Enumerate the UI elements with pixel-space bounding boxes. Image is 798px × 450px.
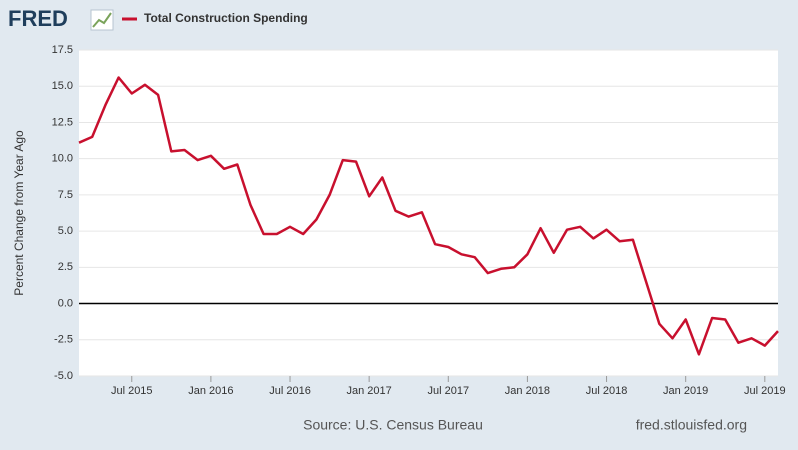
legend-label: Total Construction Spending (144, 11, 308, 25)
x-tick-label: Jul 2019 (744, 385, 786, 397)
x-tick-label: Jan 2018 (505, 385, 550, 397)
y-tick-label: 0.0 (58, 297, 73, 309)
x-tick-label: Jul 2016 (269, 385, 311, 397)
y-tick-label: 2.5 (58, 261, 73, 273)
x-tick-label: Jul 2018 (586, 385, 628, 397)
x-tick-label: Jan 2016 (188, 385, 233, 397)
y-tick-label: 7.5 (58, 189, 73, 201)
data-line (78, 76, 779, 356)
y-tick-label: 17.5 (52, 44, 73, 56)
plot-area (79, 50, 778, 376)
brand-logo: FRED (8, 6, 68, 31)
logo-icon (90, 9, 114, 31)
y-tick-label: -5.0 (54, 370, 73, 382)
site: fred.stlouisfed.org (636, 417, 747, 433)
y-axis-label: Percent Change from Year Ago (12, 130, 26, 296)
x-tick-label: Jan 2017 (347, 385, 392, 397)
x-tick-label: Jul 2017 (427, 385, 469, 397)
source: Source: U.S. Census Bureau (303, 417, 483, 433)
y-tick-label: 12.5 (52, 116, 73, 128)
x-tick-label: Jul 2015 (111, 385, 153, 397)
y-tick-label: 15.0 (52, 80, 73, 92)
x-tick-label: Jan 2019 (663, 385, 708, 397)
y-tick-label: -2.5 (54, 334, 73, 346)
y-tick-label: 5.0 (58, 225, 73, 237)
y-tick-label: 10.0 (52, 153, 73, 165)
